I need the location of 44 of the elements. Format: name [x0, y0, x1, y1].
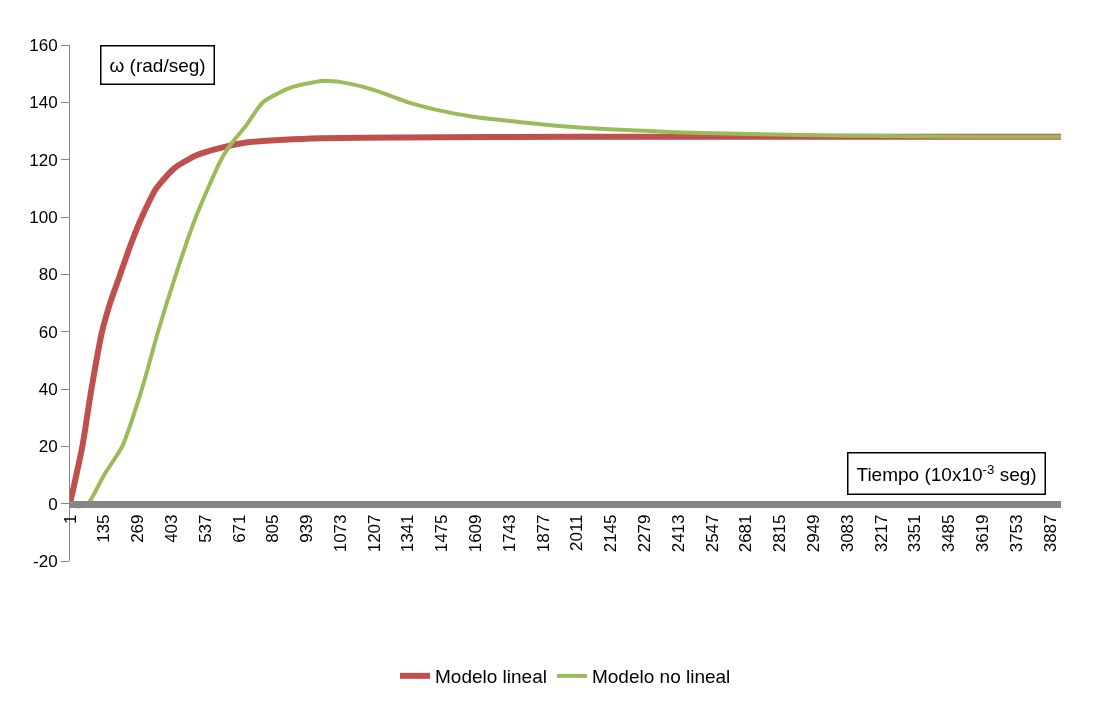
x-axis-title: Tiempo (10x10$^{-3}$ seg) [856, 461, 1037, 486]
x-tick-label: 2681 [736, 514, 756, 553]
x-tick-label: 1073 [330, 514, 350, 553]
x-tick-label: 671 [229, 514, 249, 543]
x-tick-label: 805 [263, 514, 283, 543]
y-tick-label: 40 [38, 379, 58, 399]
x-tick-label: 1341 [398, 514, 418, 553]
x-tick-label: 135 [94, 514, 114, 543]
x-tick-label: 1475 [432, 514, 452, 553]
x-tick-label: 3083 [837, 514, 857, 553]
x-tick-label: 2547 [702, 514, 722, 553]
y-tick-label: 20 [38, 437, 58, 457]
y-tick-label: 120 [29, 150, 58, 170]
y-tick-label: -20 [33, 551, 58, 571]
y-tick-label: 160 [29, 36, 58, 56]
x-tick-label: 1743 [499, 514, 519, 553]
x-tick-label: 3753 [1006, 514, 1026, 553]
x-tick-label: 2145 [601, 514, 621, 553]
x-tick-label: 3351 [905, 514, 925, 553]
x-tick-label: 1609 [466, 514, 486, 553]
x-tick-label: 2279 [635, 514, 655, 553]
x-tick-label: 3485 [939, 514, 959, 553]
x-tick-label: 1877 [533, 514, 553, 553]
x-tick-label: 537 [195, 514, 215, 543]
y-tick-label: 140 [29, 93, 58, 113]
x-tick-label: 2815 [770, 514, 790, 553]
x-tick-label: 1207 [364, 514, 384, 553]
x-tick-label: 2413 [668, 514, 688, 553]
y-tick-label: 0 [48, 494, 58, 514]
x-tick-label: 269 [128, 514, 148, 543]
x-tick-label: 1 [60, 514, 80, 524]
x-tick-label: 3887 [1040, 514, 1060, 553]
x-tick-label: 939 [297, 514, 317, 543]
x-tick-label: 2949 [804, 514, 824, 553]
x-tick-label: 3619 [973, 514, 993, 553]
y-tick-label: 100 [29, 208, 58, 228]
y-tick-label: 80 [38, 265, 58, 285]
legend-label: Modelo no lineal [591, 666, 731, 688]
x-tick-label: 403 [161, 514, 181, 543]
x-tick-label: 3217 [871, 514, 891, 553]
x-tick-label: 2011 [567, 514, 587, 552]
y-axis-title: ω (rad/seg) [109, 54, 206, 76]
legend-label: Modelo lineal [435, 666, 547, 688]
y-tick-label: 60 [38, 322, 58, 342]
